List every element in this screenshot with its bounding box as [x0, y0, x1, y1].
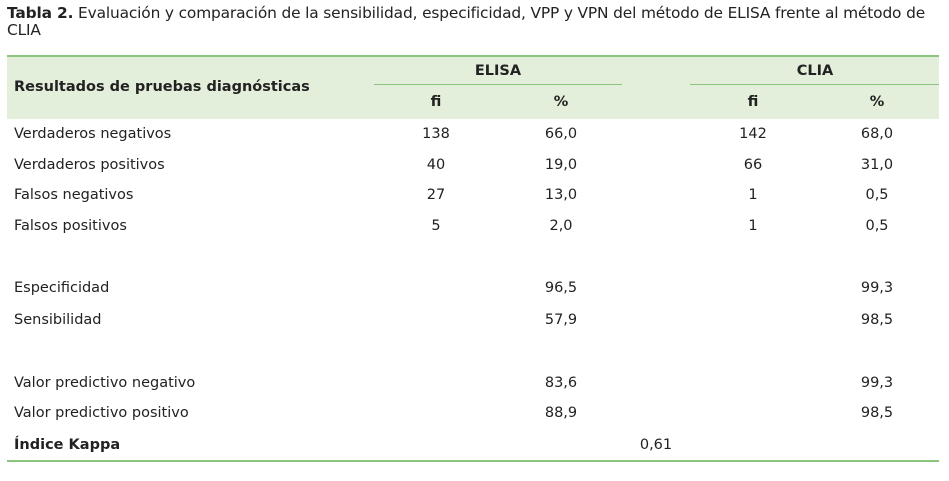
- clia-fi-cell: 142: [739, 126, 767, 142]
- clia-pct-cell: 31,0: [860, 157, 894, 173]
- clia-pct-cell: 0,5: [865, 218, 889, 234]
- clia-pct-cell: 68,0: [860, 126, 894, 142]
- row-label: Verdaderos positivos: [14, 157, 165, 173]
- clia-pct-cell: 0,5: [865, 187, 889, 203]
- header-row-label: Resultados de pruebas diagnósticas: [14, 79, 310, 95]
- clia-pct-cell: 98,5: [860, 405, 894, 421]
- header-elisa-pct: %: [553, 94, 569, 110]
- clia-fi-cell: 1: [748, 187, 758, 203]
- row-label: Valor predictivo negativo: [14, 375, 196, 391]
- elisa-pct-cell: 2,0: [549, 218, 573, 234]
- header-clia-pct: %: [869, 94, 885, 110]
- elisa-group-underline: [374, 84, 622, 85]
- elisa-fi-cell: 5: [431, 218, 441, 234]
- elisa-pct-cell: 83,6: [544, 375, 578, 391]
- elisa-fi-cell: 27: [426, 187, 446, 203]
- clia-pct-cell: 99,3: [860, 375, 894, 391]
- clia-fi-cell: 1: [748, 218, 758, 234]
- row-label: Sensibilidad: [14, 312, 102, 328]
- header-clia-fi: fi: [747, 94, 759, 110]
- caption-text: Evaluación y comparación de la sensibili…: [7, 4, 926, 39]
- table-bottom-rule: [7, 460, 939, 462]
- header-clia: CLIA: [796, 63, 834, 79]
- elisa-pct-cell: 66,0: [544, 126, 578, 142]
- table-header: [7, 55, 939, 119]
- elisa-pct-cell: 57,9: [544, 312, 578, 328]
- clia-group-underline: [690, 84, 939, 85]
- elisa-pct-cell: 13,0: [544, 187, 578, 203]
- header-elisa: ELISA: [474, 63, 522, 79]
- elisa-fi-cell: 40: [426, 157, 446, 173]
- caption-label: Tabla 2.: [7, 4, 74, 22]
- row-label: Verdaderos negativos: [14, 126, 172, 142]
- header-elisa-fi: fi: [430, 94, 442, 110]
- elisa-pct-cell: 88,9: [544, 405, 578, 421]
- clia-fi-cell: 66: [743, 157, 763, 173]
- row-label: Valor predictivo positivo: [14, 405, 189, 421]
- clia-pct-cell: 99,3: [860, 280, 894, 296]
- row-label: Falsos negativos: [14, 187, 134, 203]
- kappa-label: Índice Kappa: [14, 437, 121, 453]
- elisa-pct-cell: 96,5: [544, 280, 578, 296]
- clia-pct-cell: 98,5: [860, 312, 894, 328]
- elisa-pct-cell: 19,0: [544, 157, 578, 173]
- row-label: Falsos positivos: [14, 218, 127, 234]
- table-caption: Tabla 2. Evaluación y comparación de la …: [7, 5, 942, 39]
- row-label: Especificidad: [14, 280, 110, 296]
- kappa-value: 0,61: [639, 437, 673, 453]
- elisa-fi-cell: 138: [422, 126, 450, 142]
